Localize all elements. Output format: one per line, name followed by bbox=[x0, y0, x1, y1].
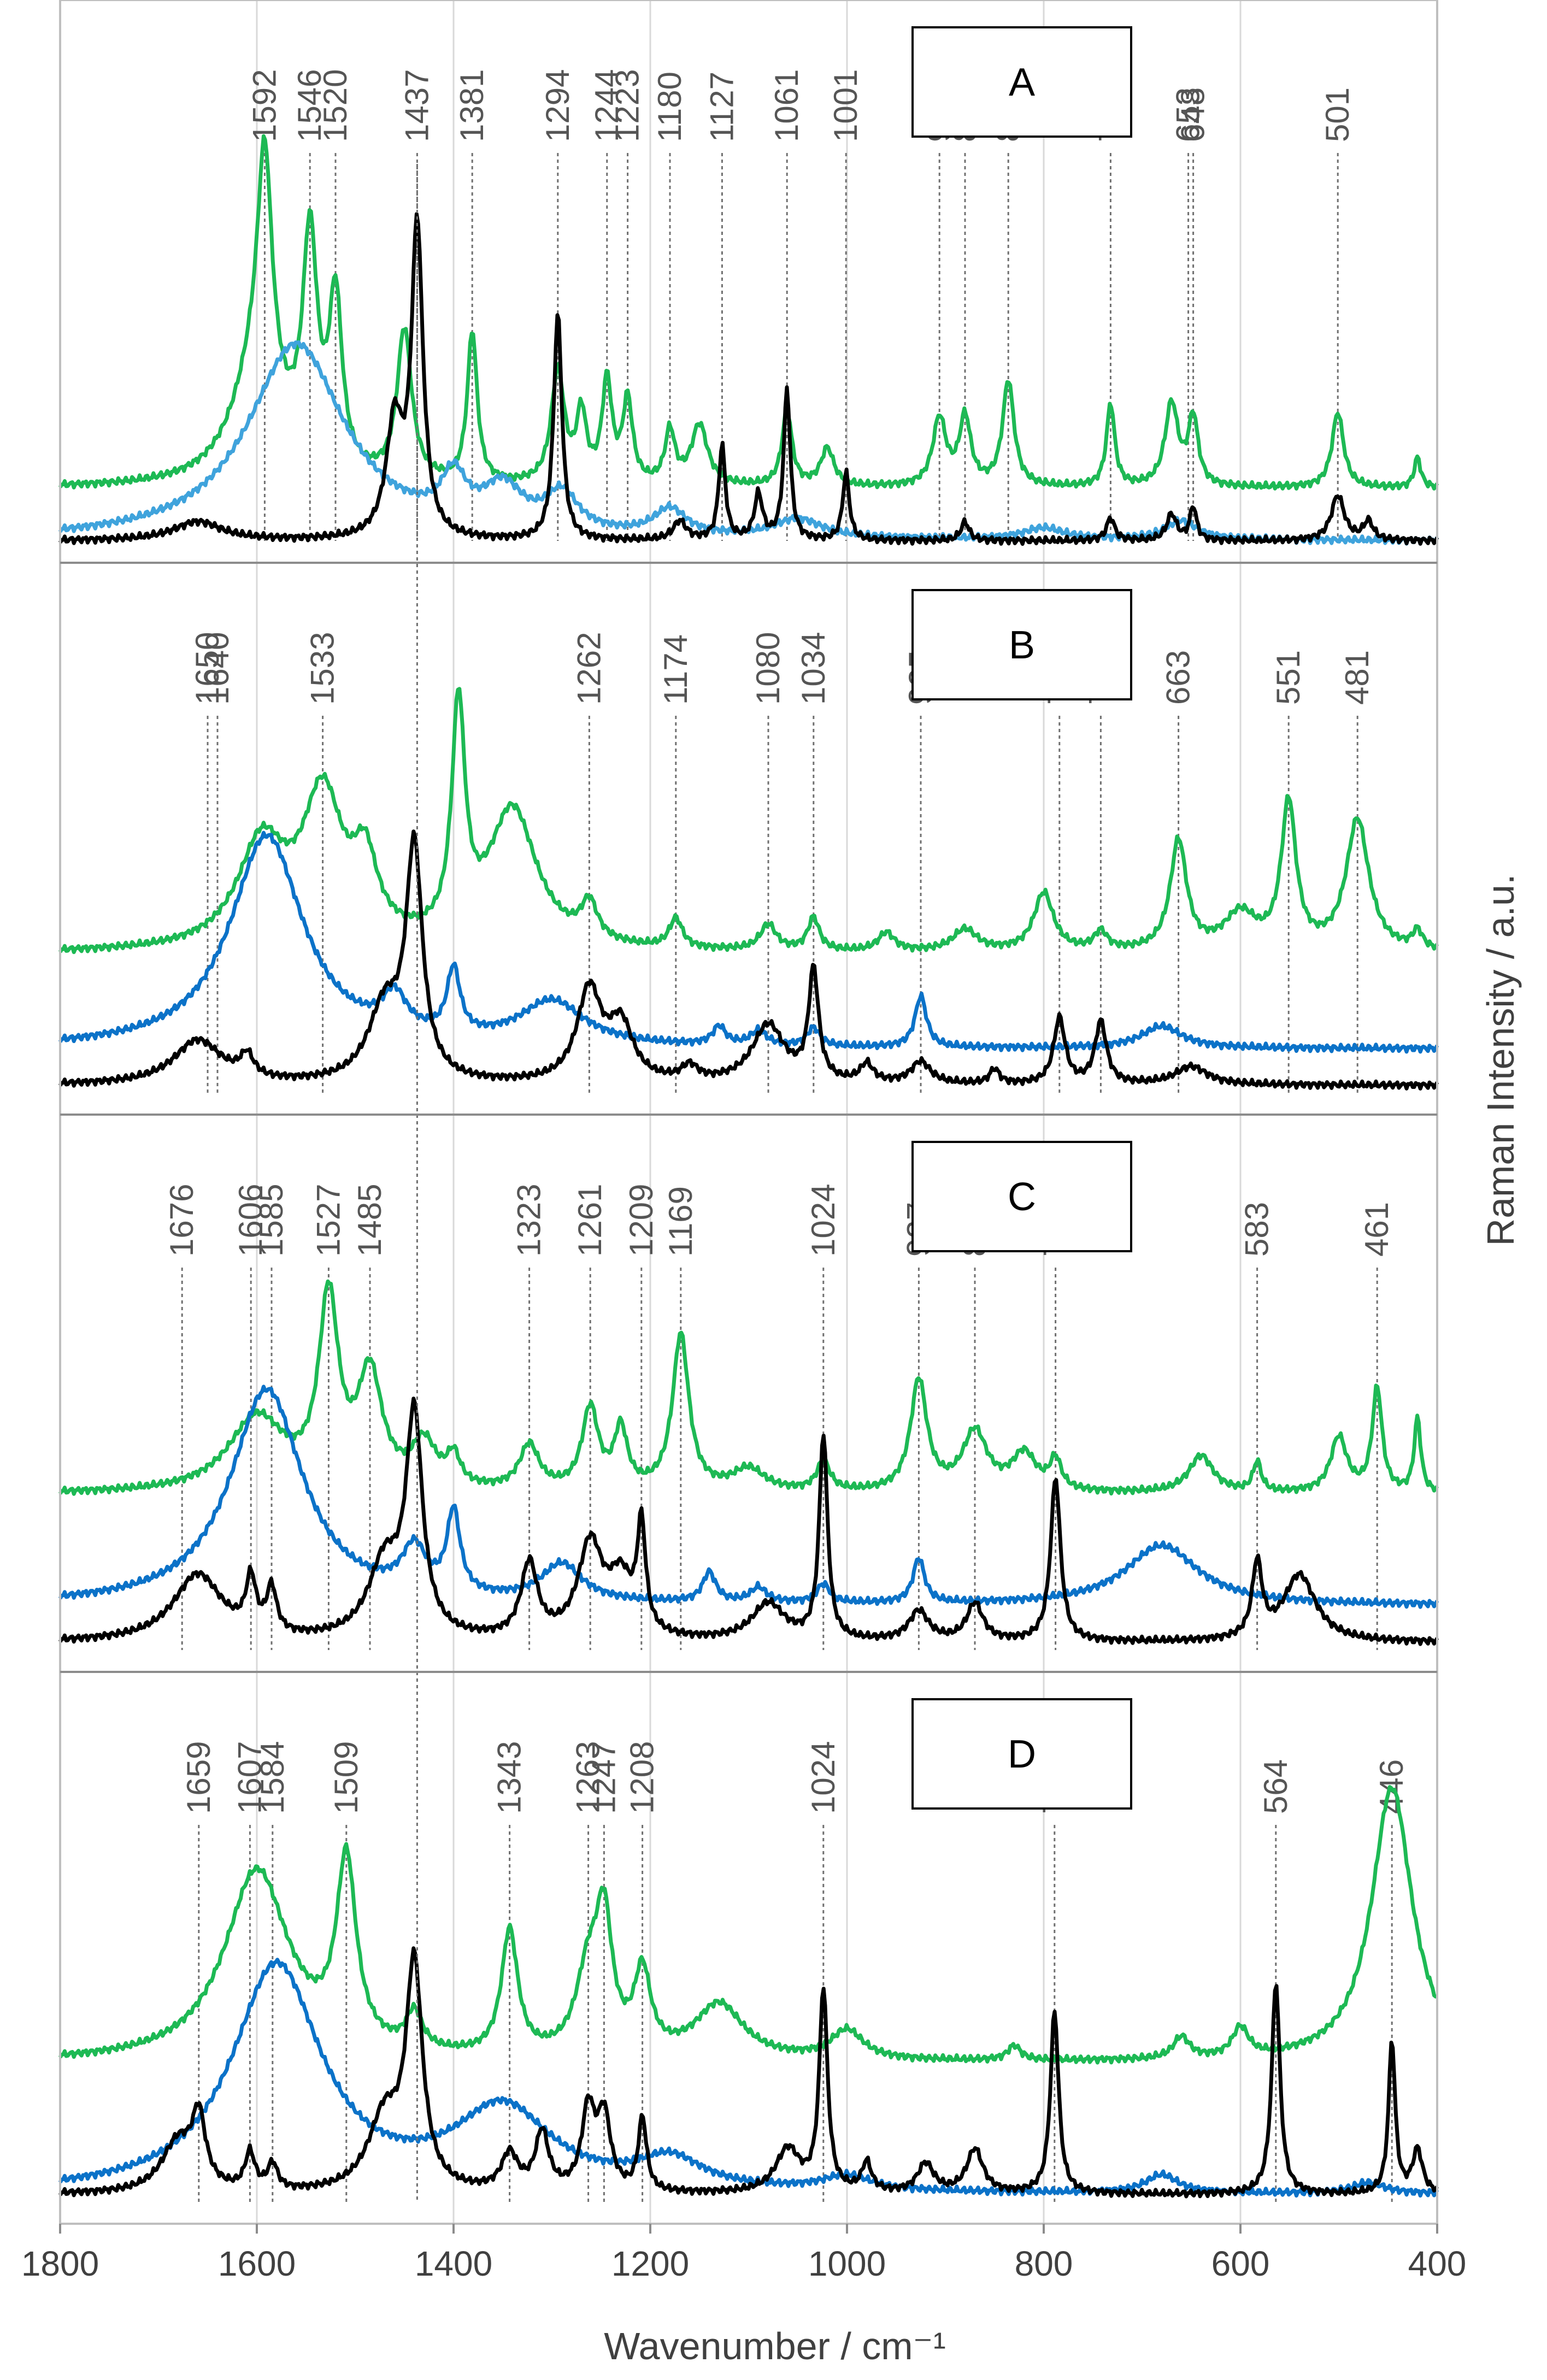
peak-label-A-1223: 1223 bbox=[609, 69, 646, 142]
peak-label-C-1606: 1606 bbox=[232, 1184, 269, 1257]
peak-label-C-1323: 1323 bbox=[511, 1184, 548, 1257]
peak-label-D-1208: 1208 bbox=[624, 1741, 661, 1814]
peak-label-B-663: 663 bbox=[1160, 650, 1197, 705]
peak-label-C-1209: 1209 bbox=[623, 1184, 660, 1257]
panel-label-A: A bbox=[1009, 61, 1035, 104]
peak-label-A-1546: 1546 bbox=[291, 69, 328, 142]
peak-label-B-1080: 1080 bbox=[750, 632, 786, 705]
x-axis-title: Wavenumber / cm⁻¹ bbox=[604, 2325, 946, 2367]
series-A-black bbox=[58, 212, 1439, 546]
peak-label-D-1024: 1024 bbox=[805, 1741, 842, 1814]
x-tick-label-1400: 1400 bbox=[415, 2244, 492, 2283]
peak-label-C-461: 461 bbox=[1358, 1202, 1395, 1257]
peak-label-D-1343: 1343 bbox=[491, 1741, 528, 1814]
panel-label-box-C bbox=[911, 1141, 1132, 1252]
peak-label-C-1024: 1024 bbox=[805, 1184, 842, 1257]
panel-label-D: D bbox=[1008, 1733, 1036, 1776]
x-tick-label-600: 600 bbox=[1211, 2244, 1270, 2283]
peak-label-A-653: 653 bbox=[1170, 87, 1207, 142]
panel-label-box-D bbox=[911, 1698, 1132, 1810]
x-tick-label-1600: 1600 bbox=[218, 2244, 296, 2283]
panel-label-B: B bbox=[1009, 623, 1035, 667]
peak-label-A-501: 501 bbox=[1319, 87, 1356, 142]
peak-label-B-551: 551 bbox=[1270, 650, 1307, 705]
series-C-blue bbox=[58, 1385, 1439, 1609]
peak-label-A-1061: 1061 bbox=[768, 69, 805, 142]
series-C-black bbox=[58, 1397, 1439, 1646]
peak-label-B-1262: 1262 bbox=[570, 632, 607, 705]
peak-label-B-481: 481 bbox=[1339, 650, 1375, 705]
series-D-black bbox=[58, 1946, 1439, 2199]
panel-label-C: C bbox=[1008, 1175, 1036, 1219]
series-B-green bbox=[58, 687, 1439, 955]
peak-label-C-1585: 1585 bbox=[253, 1184, 290, 1257]
series-B-black bbox=[58, 829, 1439, 1091]
peak-label-C-1676: 1676 bbox=[163, 1184, 200, 1257]
peak-label-C-1261: 1261 bbox=[572, 1184, 608, 1257]
peak-label-C-1527: 1527 bbox=[310, 1184, 346, 1257]
x-tick-label-1800: 1800 bbox=[21, 2244, 99, 2283]
axes: 1800 1600 1400 1200 1000 800 600 400 bbox=[21, 0, 1467, 2283]
peak-label-C-1485: 1485 bbox=[351, 1184, 388, 1257]
peak-label-D-1659: 1659 bbox=[180, 1741, 217, 1814]
peak-label-B-1650: 1650 bbox=[189, 632, 226, 705]
peak-label-A-1001: 1001 bbox=[827, 69, 864, 142]
peak-label-D-1607: 1607 bbox=[231, 1741, 268, 1814]
peak-label-D-1247: 1247 bbox=[585, 1741, 622, 1814]
peak-label-D-1584: 1584 bbox=[254, 1741, 291, 1814]
peak-label-B-1533: 1533 bbox=[304, 632, 341, 705]
peak-label-A-1180: 1180 bbox=[651, 72, 688, 142]
y-axis-title: Raman Intensity / a.u. bbox=[1479, 874, 1522, 1246]
series-A-green bbox=[58, 134, 1439, 491]
panel-label-box-B bbox=[911, 589, 1132, 700]
peak-label-B-1640: 1640 bbox=[199, 632, 236, 705]
peak-label-A-1244: 1244 bbox=[589, 69, 625, 142]
x-tick-label-1200: 1200 bbox=[611, 2244, 689, 2283]
peak-label-B-1034: 1034 bbox=[795, 632, 832, 705]
peak-label-C-583: 583 bbox=[1239, 1202, 1275, 1257]
peak-label-A-1520: 1520 bbox=[317, 69, 354, 142]
peak-label-B-1174: 1174 bbox=[657, 634, 694, 705]
panel-label-box-A bbox=[911, 26, 1132, 138]
peak-label-C-1169: 1169 bbox=[662, 1186, 699, 1257]
peak-label-A-1381: 1381 bbox=[454, 69, 490, 142]
plot-frame bbox=[59, 0, 1438, 2225]
peak-label-D-1263: 1263 bbox=[570, 1741, 607, 1814]
panel-B: 1650164015331262117410801034925784742663… bbox=[58, 589, 1439, 1093]
x-tick-label-800: 800 bbox=[1015, 2244, 1073, 2283]
x-tick-label-1000: 1000 bbox=[808, 2244, 886, 2283]
peak-label-D-564: 564 bbox=[1257, 1759, 1294, 1814]
peak-label-D-1509: 1509 bbox=[328, 1741, 364, 1814]
series-D-green bbox=[58, 1785, 1438, 2065]
peak-label-A-648: 648 bbox=[1175, 87, 1211, 142]
peak-label-A-1127: 1127 bbox=[703, 72, 740, 142]
series-B-blue bbox=[58, 830, 1439, 1054]
x-tick-label-400: 400 bbox=[1408, 2244, 1467, 2283]
peak-label-A-1437: 1437 bbox=[398, 69, 435, 142]
peak-label-A-1592: 1592 bbox=[246, 69, 283, 142]
peak-label-A-1294: 1294 bbox=[539, 69, 576, 142]
panel-D: 1659160715841509134312631247120810247895… bbox=[58, 1698, 1439, 2202]
